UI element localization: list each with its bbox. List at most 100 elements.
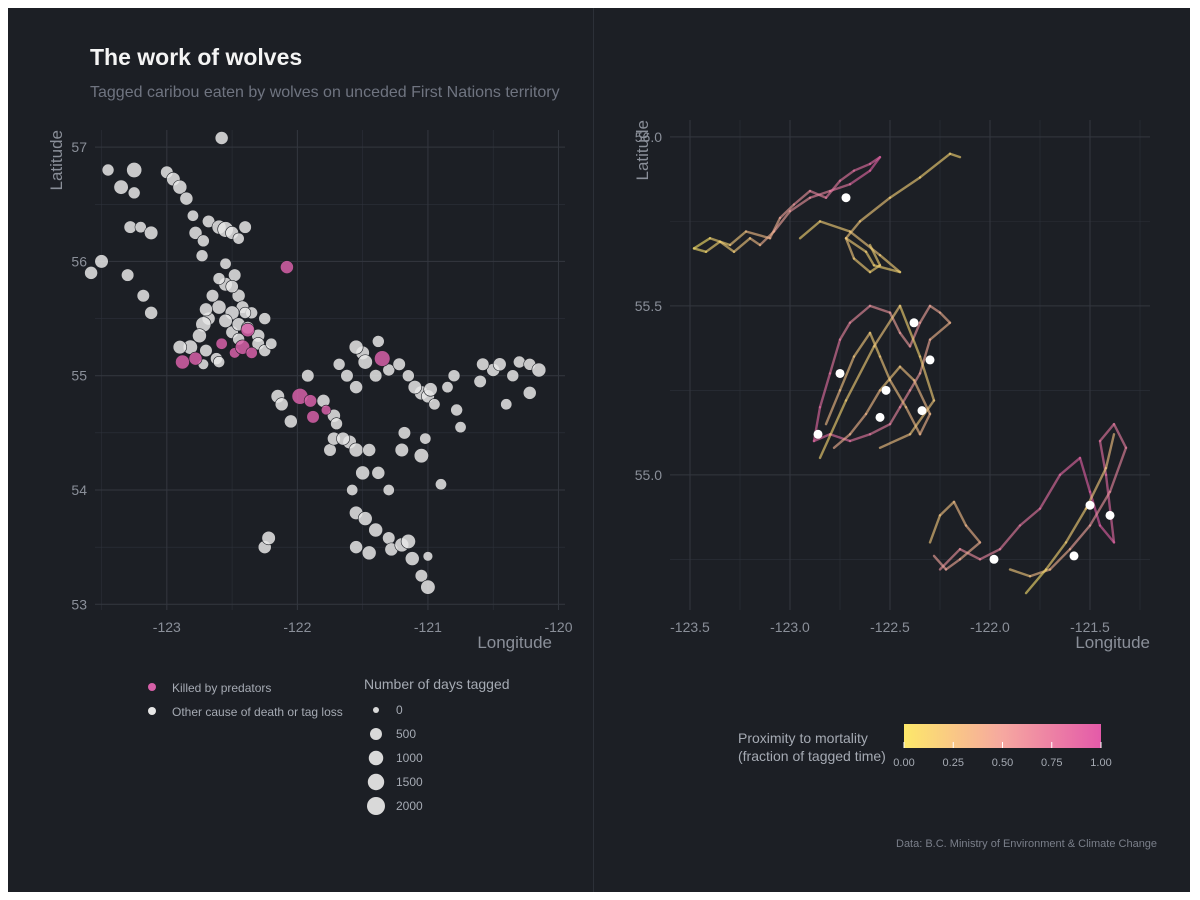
point-other bbox=[258, 312, 272, 325]
track-segment bbox=[704, 240, 722, 253]
point-other bbox=[492, 357, 507, 372]
mortality-point bbox=[1069, 551, 1079, 561]
x-tick-label: -123.5 bbox=[670, 619, 710, 635]
point-other bbox=[195, 249, 209, 263]
track-segment bbox=[864, 250, 876, 267]
track-segment bbox=[868, 243, 882, 267]
legend-size-circle bbox=[367, 797, 385, 815]
colorbar-tick-label: 0.50 bbox=[992, 757, 1013, 769]
point-other bbox=[454, 421, 467, 434]
track-segment bbox=[852, 257, 872, 274]
track-segment bbox=[908, 399, 936, 436]
track-segment bbox=[928, 304, 942, 314]
track-segment bbox=[898, 389, 912, 409]
point-other bbox=[265, 337, 278, 350]
point-other bbox=[522, 386, 537, 400]
track-segment bbox=[848, 412, 868, 436]
track-segment bbox=[998, 524, 1022, 551]
y-tick-label: 53 bbox=[71, 596, 87, 612]
x-axis-label: Longitude bbox=[1075, 633, 1150, 652]
legend-color-label: Killed by predators bbox=[172, 681, 271, 695]
point-other bbox=[404, 551, 420, 566]
mortality-point bbox=[1085, 500, 1095, 510]
x-tick-label: -122 bbox=[283, 619, 311, 635]
mortality-point bbox=[989, 554, 999, 564]
track-segment bbox=[848, 304, 872, 324]
track-segment bbox=[772, 210, 792, 233]
x-tick-label: -122.0 bbox=[970, 619, 1010, 635]
track-segment bbox=[872, 304, 902, 348]
track-segment bbox=[928, 514, 942, 544]
point-other bbox=[232, 232, 245, 245]
track-segment bbox=[1078, 456, 1092, 493]
point-other bbox=[476, 357, 490, 371]
y-tick-label: 54 bbox=[71, 482, 87, 498]
track-segment bbox=[844, 345, 876, 402]
track-segment bbox=[944, 558, 962, 571]
track-segment bbox=[1068, 524, 1092, 551]
track-segment bbox=[878, 253, 902, 274]
point-other bbox=[506, 369, 520, 383]
point-other bbox=[213, 356, 226, 368]
point-other bbox=[397, 426, 412, 440]
y-tick-label: 55.5 bbox=[635, 298, 662, 314]
point-killed bbox=[240, 322, 255, 338]
track-segment bbox=[918, 338, 932, 375]
track-segment bbox=[938, 311, 952, 324]
track-segment bbox=[918, 355, 936, 402]
x-tick-label: -122.5 bbox=[870, 619, 910, 635]
mortality-point bbox=[813, 429, 823, 439]
point-killed bbox=[280, 260, 294, 274]
x-tick-label: -123.0 bbox=[770, 619, 810, 635]
track-segment bbox=[964, 524, 982, 544]
track-segment bbox=[798, 220, 822, 240]
track-segment bbox=[692, 247, 708, 253]
track-segment bbox=[838, 321, 852, 341]
track-segment bbox=[1008, 568, 1032, 578]
point-other bbox=[392, 357, 406, 371]
y-tick-label: 55 bbox=[71, 368, 87, 384]
track-segment bbox=[1028, 568, 1052, 578]
colorbar-title-line1: Proximity to mortality bbox=[738, 730, 868, 746]
track-segment bbox=[828, 338, 842, 375]
point-other bbox=[382, 484, 395, 496]
track-segment bbox=[1098, 422, 1116, 443]
point-other bbox=[283, 414, 298, 429]
track-segment bbox=[808, 189, 832, 199]
track-segment bbox=[844, 237, 856, 260]
x-tick-label: -121 bbox=[414, 619, 442, 635]
track-segment bbox=[1044, 541, 1068, 571]
track-segment bbox=[718, 240, 736, 253]
x-tick-label: -120 bbox=[544, 619, 572, 635]
track-segment bbox=[898, 331, 912, 348]
y-axis-label: Latitude bbox=[47, 130, 66, 191]
point-other bbox=[199, 343, 213, 358]
point-other bbox=[218, 313, 233, 328]
mortality-point bbox=[925, 355, 935, 365]
colorbar-title-line2: (fraction of tagged time) bbox=[738, 748, 886, 764]
track-segment bbox=[778, 203, 796, 220]
track-segment bbox=[1112, 422, 1128, 449]
point-other bbox=[413, 448, 429, 464]
track-segment bbox=[748, 237, 762, 247]
mortality-point bbox=[909, 318, 919, 328]
track-segment bbox=[844, 237, 868, 253]
point-other bbox=[205, 289, 220, 303]
track-segment bbox=[732, 237, 752, 253]
track-segment bbox=[1098, 524, 1116, 544]
track-segment bbox=[1104, 473, 1116, 544]
legend-color-label: Other cause of death or tag loss bbox=[172, 705, 343, 719]
track-segment bbox=[1104, 433, 1116, 470]
x-tick-label: -123 bbox=[153, 619, 181, 635]
mortality-point bbox=[841, 193, 851, 203]
point-other bbox=[274, 397, 289, 412]
point-other bbox=[362, 443, 377, 457]
track-segment bbox=[928, 321, 952, 341]
point-other bbox=[192, 328, 207, 344]
point-killed bbox=[215, 337, 228, 350]
track-segment bbox=[828, 433, 852, 443]
mortality-point bbox=[917, 406, 927, 416]
point-other bbox=[382, 363, 396, 377]
